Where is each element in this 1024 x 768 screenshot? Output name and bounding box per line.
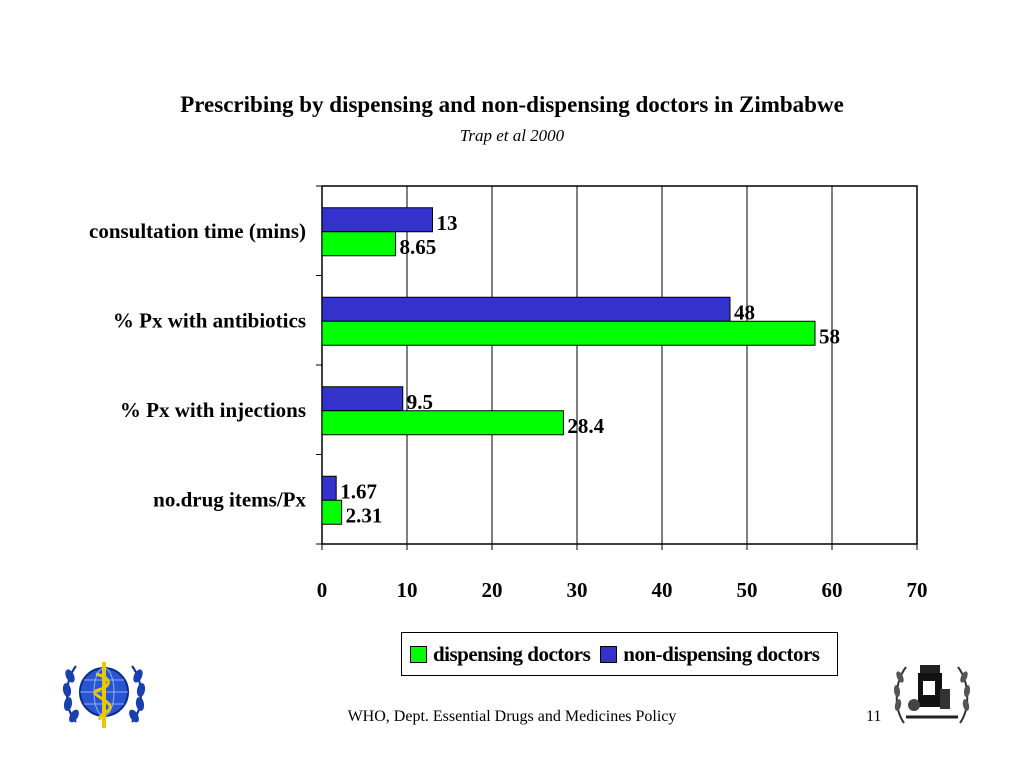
legend-label-dispensing: dispensing doctors [433, 641, 591, 666]
bar [321, 231, 397, 257]
legend-item-non-dispensing: non-dispensing doctors [600, 641, 820, 667]
bar [321, 207, 433, 233]
legend-label-non-dispensing: non-dispensing doctors [623, 641, 820, 666]
legend-item-dispensing: dispensing doctors [410, 641, 591, 667]
bar [321, 386, 404, 412]
x-tick-label: 0 [317, 578, 328, 602]
bar-value-label: 8.65 [400, 235, 437, 259]
chart-subtitle: Trap et al 2000 [459, 126, 565, 145]
legend-swatch-dispensing [410, 645, 427, 663]
x-tick-label: 70 [907, 578, 928, 602]
bar [321, 320, 816, 346]
category-label: consultation time (mins) [89, 219, 306, 243]
legend-swatch-non-dispensing [600, 645, 618, 663]
plot-area [321, 185, 918, 545]
chart-legend: dispensing doctors non-dispensing doctor… [401, 632, 838, 676]
bar-chart: 0 10 20 30 40 50 60 70 consultation time (mins) 1… [89, 185, 928, 602]
bar [321, 475, 337, 501]
bar-value-label: 48 [734, 300, 755, 324]
x-tick-label: 10 [397, 578, 418, 602]
bar [321, 410, 564, 436]
bar-value-label: 58 [819, 324, 840, 348]
chart-title: Prescribing by dispensing and non-dispen… [180, 92, 844, 117]
x-tick-label: 40 [652, 578, 673, 602]
x-tick-label: 60 [822, 578, 843, 602]
page-number: 11 [866, 708, 882, 725]
bar-value-label: 13 [437, 211, 458, 235]
category-label: no.drug items/Px [153, 487, 306, 511]
x-tick-label: 50 [737, 578, 758, 602]
footer-text: WHO, Dept. Essential Drugs and Medicines… [347, 708, 677, 725]
bar-value-label: 28.4 [567, 414, 604, 438]
category-label: % Px with injections [120, 398, 306, 422]
medicines-emblem-icon [893, 665, 971, 724]
bar [321, 499, 343, 525]
x-tick-label: 20 [482, 578, 503, 602]
x-tick-label: 30 [567, 578, 588, 602]
category-label: % Px with antibiotics [113, 308, 306, 332]
bar-value-label: 1.67 [340, 479, 377, 503]
bar [321, 296, 731, 322]
bar-value-label: 9.5 [407, 390, 433, 414]
who-emblem-icon [62, 662, 146, 728]
bar-value-label: 2.31 [346, 503, 383, 527]
